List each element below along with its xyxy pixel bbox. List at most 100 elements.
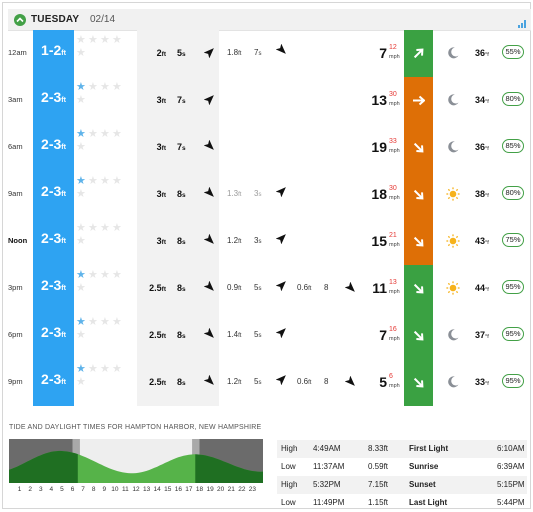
tide-hour-label: 14 — [153, 486, 161, 493]
primary-swell-height: 3ft — [142, 236, 166, 246]
tide-chart — [9, 439, 263, 483]
row-time-label: 6am — [8, 142, 23, 151]
wind-direction-cell — [404, 218, 433, 265]
surf-range: 2-3 — [41, 277, 62, 293]
nw-arrow-icon — [204, 375, 214, 385]
forecast-row: 3pm 2-3ft ★ ★ ★ ★ ★ 2.5ft 8s 0.9ft 5s 0.6ft 8 11 13 mph… — [5, 265, 528, 312]
temperature-value: 43 — [475, 236, 486, 246]
swell-height-value: 2 — [156, 48, 162, 58]
temperature: 34°f — [475, 95, 489, 105]
swell-height-value: 1.3 — [227, 189, 239, 198]
daylight-time: 6:10AM — [497, 444, 525, 453]
tide-hour-axis: 1 2 3 4 5 6 7 8 9 10 11 12 13 14 15 16 17 18 19 20 21 22 23 — [9, 486, 263, 496]
swell-period-value: 5 — [254, 330, 259, 339]
tertiary-swell-period: 8 — [324, 377, 328, 386]
surf-range: 2-3 — [41, 371, 62, 387]
temperature: 37°f — [475, 330, 489, 340]
tertiary-swell-height: 0.6ft — [297, 283, 311, 292]
tide-hour-label: 10 — [111, 486, 119, 493]
tide-table-row: Low 11:49PM 1.15ft Last Light 5:44PM — [277, 494, 527, 512]
swell-height-unit: ft — [238, 51, 242, 57]
star-filled-icon: ★ — [76, 175, 86, 187]
wind-speed: 7 — [379, 327, 387, 343]
surf-unit: ft — [61, 191, 66, 198]
forecast-row: 6pm 2-3ft ★ ★ ★ ★ ★ 2.5ft 8s 1.4ft 5s 7 16 mph 37°f 95% — [5, 312, 528, 359]
wind-speed-block: 11 13 mph — [361, 278, 405, 302]
swell-height-unit: ft — [161, 145, 166, 152]
tide-hour-label: 1 — [17, 486, 22, 493]
wind-unit: mph — [389, 289, 400, 295]
tide-hour-label: 9 — [102, 486, 107, 493]
star-filled-icon: ★ — [76, 316, 86, 328]
temperature-value: 36 — [475, 48, 486, 58]
day-header[interactable]: TUESDAY 02/14 — [8, 9, 531, 31]
swell-period-unit: s — [258, 380, 262, 386]
temperature-unit: °f — [485, 334, 489, 340]
forecast-row: 12am 1-2ft ★ ★ ★ ★ ★ 2ft 5s 1.8ft 7s 7 12 mph 36°f 55% — [5, 30, 528, 77]
sun-icon — [446, 187, 460, 201]
rating-stars: ★ ★ ★ ★ ★ — [76, 176, 128, 210]
swell-height-value: 0.6 — [297, 377, 309, 386]
probability-badge: 95% — [502, 327, 524, 341]
moon-icon — [448, 329, 459, 341]
tide-height: 7.15ft — [368, 480, 389, 489]
se-arrow-icon — [413, 330, 424, 341]
tide-hour-label: 5 — [60, 486, 64, 493]
tide-hour-label: 18 — [195, 486, 204, 493]
probability-badge: 85% — [502, 139, 524, 153]
e-arrow-icon — [413, 95, 425, 106]
temperature-value: 34 — [475, 95, 486, 105]
star-empty-icon: ★ — [76, 188, 86, 200]
primary-swell-period: 5s — [177, 48, 193, 58]
moon-icon — [448, 94, 459, 106]
sw-arrow-icon — [204, 95, 214, 105]
wind-unit: mph — [389, 195, 400, 201]
star-empty-icon: ★ — [100, 269, 110, 281]
rating-stars: ★ ★ ★ ★ ★ — [76, 223, 128, 257]
swell-height-value: 2.5 — [149, 283, 162, 293]
swell-period-value: 3 — [254, 189, 259, 198]
rating-stars: ★ ★ ★ ★ ★ — [76, 364, 128, 398]
temperature-value: 33 — [475, 377, 486, 387]
tide-height: 0.59ft — [368, 462, 389, 471]
wind-gust: 33 — [389, 138, 397, 145]
signal-bars-icon — [518, 15, 527, 33]
tide-hour-label: 21 — [227, 486, 235, 493]
temperature-value: 37 — [475, 330, 486, 340]
swell-height-value: 1.2 — [227, 377, 239, 386]
swell-height-value: 0.9 — [227, 283, 239, 292]
secondary-swell-period: 5s — [254, 330, 261, 339]
swell-height-value: 3 — [156, 236, 162, 246]
star-empty-icon: ★ — [112, 222, 122, 234]
surf-unit: ft — [61, 97, 66, 104]
star-filled-icon: ★ — [76, 128, 86, 140]
forecast-row: 9pm 2-3ft ★ ★ ★ ★ ★ 2.5ft 8s 1.2ft 5s 0.6ft 8 5 6 mph 33… — [5, 359, 528, 406]
moon-icon — [448, 376, 459, 388]
star-filled-icon: ★ — [76, 269, 86, 281]
star-empty-icon: ★ — [100, 363, 110, 375]
star-empty-icon: ★ — [100, 34, 110, 46]
row-time-label: 9am — [8, 189, 23, 198]
surf-range: 2-3 — [41, 230, 62, 246]
probability-badge: 95% — [502, 280, 524, 294]
probability-badge: 80% — [502, 186, 524, 200]
secondary-swell-period: 7s — [254, 48, 261, 57]
nw-arrow-icon — [276, 44, 286, 54]
swell-period-value: 8 — [324, 283, 329, 292]
temperature-value: 36 — [475, 142, 486, 152]
tide-hour-label: 17 — [185, 486, 193, 493]
tide-hour-label: 19 — [206, 486, 214, 493]
temperature: 36°f — [475, 48, 489, 58]
surf-range: 1-2 — [41, 42, 62, 58]
secondary-swell-height: 0.9ft — [227, 283, 241, 292]
primary-swell-period: 8s — [177, 189, 193, 199]
surf-height-value: 2-3ft — [33, 89, 74, 105]
swell-period-unit: s — [182, 145, 186, 152]
tide-height: 1.15ft — [368, 498, 389, 507]
daylight-label: Sunrise — [409, 462, 439, 471]
star-filled-icon: ★ — [76, 363, 86, 375]
primary-swell-height: 2ft — [142, 48, 166, 58]
tide-hour-label: 4 — [49, 486, 54, 493]
swell-height-unit: ft — [161, 192, 166, 199]
collapse-up-icon[interactable] — [14, 14, 26, 26]
